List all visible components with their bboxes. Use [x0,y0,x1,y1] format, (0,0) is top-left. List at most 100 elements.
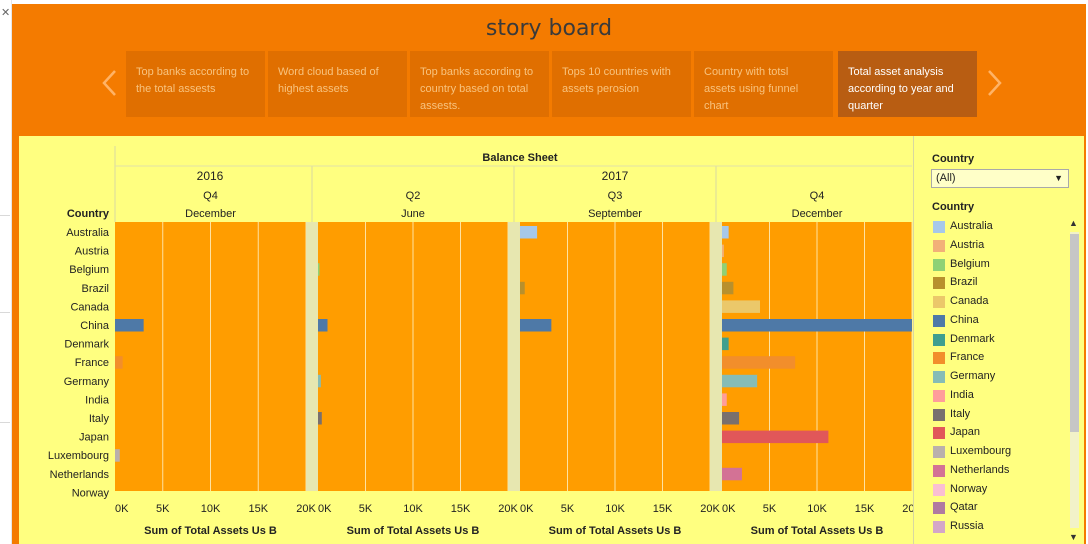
month-label: June [401,208,425,220]
x-tick-label: 20K [700,503,720,515]
legend-swatch [933,258,945,271]
x-tick-label: 10K [807,503,827,515]
legend-label: Brazil [950,276,978,289]
legend-item[interactable]: Luxembourg [931,443,1061,462]
legend-item[interactable]: Qatar [931,499,1061,518]
legend-item[interactable]: Russia [931,518,1061,537]
story-point-4[interactable]: Tops 10 countries with assets perosion [552,51,691,117]
legend-item[interactable]: Belgium [931,256,1061,275]
row-label: France [75,357,109,369]
legend-label: Denmark [950,332,995,345]
month-label: December [185,208,236,220]
legend-swatch [933,352,945,365]
bar-china [722,319,912,332]
bar-germany [318,374,321,388]
legend-swatch [933,521,945,533]
legend-item[interactable]: Italy [931,406,1061,425]
x-axis-title: Sum of Total Assets Us B [751,525,884,537]
bar-france [722,356,796,369]
legend-item[interactable]: India [931,387,1061,406]
x-tick-label: 0K [318,503,332,515]
x-tick-label: 15K [653,503,673,515]
bar-austria [722,244,724,258]
quarter-label: Q4 [203,190,218,202]
story-content: Balance Sheet Country 2016 2017 Q4 December Q2… [19,136,1084,544]
year-label: 2016 [197,169,224,183]
x-tick-label: 20K [296,503,316,515]
caret-down-icon[interactable]: ▼ [1054,173,1063,183]
bar-canada [722,300,760,313]
legend-item[interactable]: Australia [931,218,1061,237]
x-tick-label: 0K [520,503,534,515]
legend-swatch [933,446,945,458]
legend-swatch [933,296,945,308]
legend-item[interactable]: China [931,312,1061,331]
x-axis-title: Sum of Total Assets Us B [549,525,682,537]
legend-item[interactable]: Norway [931,481,1061,500]
story-title: story board [485,16,613,41]
legend-swatch [933,277,945,290]
bar-australia [722,226,729,239]
x-tick-label: 10K [605,503,625,515]
row-label: India [85,394,110,406]
x-tick-label: 15K [248,503,268,515]
close-icon[interactable]: ✕ [1,7,11,19]
legend-item[interactable]: Germany [931,368,1061,387]
legend-item[interactable]: France [931,349,1061,368]
row-label: Belgium [69,264,109,276]
legend-swatch [933,314,945,327]
story-point-5[interactable]: Country with totsl assets using funnel c… [694,51,833,117]
bar-denmark [722,337,729,351]
bar-india [722,393,727,406]
legend-scrollbar[interactable]: ▲ ▼ [1068,218,1080,542]
legend-item[interactable]: Austria [931,237,1061,256]
x-tick-label: 20K [902,503,913,515]
legend-label: Japan [950,426,980,439]
scroll-down-icon[interactable]: ▼ [1069,532,1078,542]
bar-belgium [318,263,320,276]
legend-item[interactable]: Denmark [931,331,1061,350]
story-point-6[interactable]: Total asset analysis according to year a… [838,51,977,117]
legend-swatch [933,464,945,477]
legend-label: Austria [950,238,985,251]
legend-swatch [933,221,945,233]
legend-label: Norway [950,482,988,495]
bar-brazil [520,281,525,295]
legend-label: Germany [950,370,996,382]
chevron-left-icon[interactable] [99,68,121,98]
row-label: Brazil [81,283,109,295]
x-tick-label: 15K [451,503,471,515]
row-label: Germany [64,376,110,388]
edge-divider [0,215,10,216]
legend-label: Qatar [950,501,978,514]
legend-item[interactable]: Netherlands [931,462,1061,481]
story-point-3[interactable]: Top banks according to country based on … [410,51,549,117]
quarter-label: Q2 [406,190,421,202]
x-tick-label: 10K [403,503,423,515]
scroll-thumb[interactable] [1070,234,1079,432]
row-label: Netherlands [50,469,110,481]
legend-label: Belgium [950,257,990,270]
bar-belgium [722,263,727,276]
bar-germany [722,374,758,388]
x-axis-title: Sum of Total Assets Us B [347,525,480,537]
legend-label: India [950,388,974,401]
chart-title: Balance Sheet [482,152,558,164]
story-point-2[interactable]: Word cloud based of highest assets [268,51,407,117]
legend-swatch [933,502,945,515]
story-point-1[interactable]: Top banks according to the total assests [126,51,265,117]
chevron-right-icon[interactable] [983,68,1005,98]
legend-swatch [933,239,945,252]
scroll-up-icon[interactable]: ▲ [1069,218,1078,228]
x-tick-label: 0K [722,503,736,515]
legend-item[interactable]: Japan [931,424,1061,443]
legend-label: Netherlands [950,463,1010,476]
x-tick-label: 5K [156,503,170,515]
filter-title: Country [932,153,975,165]
country-filter-select[interactable]: (All) ▼ [931,169,1069,188]
legend-item[interactable]: Canada [931,293,1061,312]
legend-swatch [933,333,945,346]
legend-item[interactable]: Brazil [931,274,1061,293]
x-tick-label: 15K [855,503,875,515]
legend-label: Italy [950,407,971,420]
